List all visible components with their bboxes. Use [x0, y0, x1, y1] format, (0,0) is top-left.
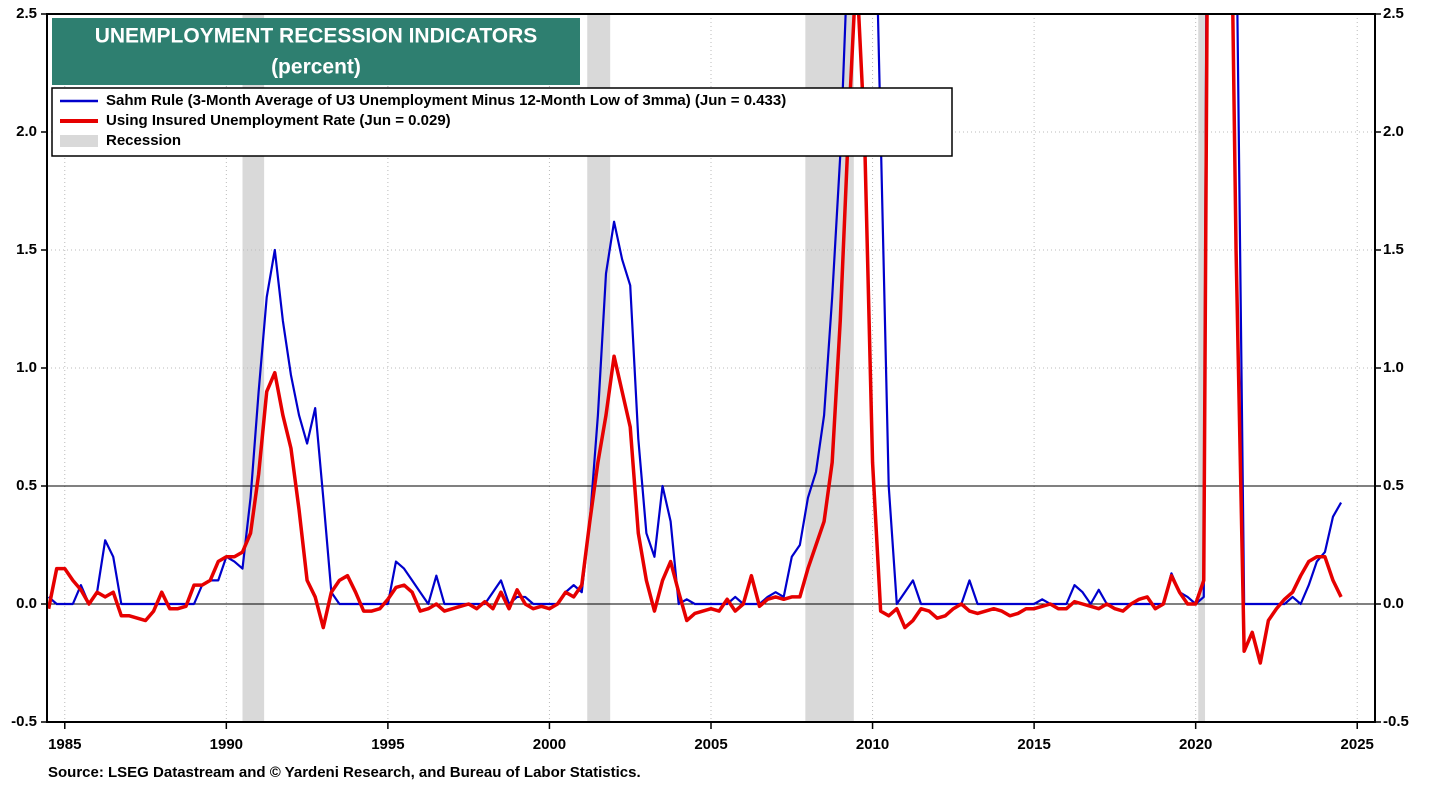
source-note: Source: LSEG Datastream and © Yardeni Re… — [48, 764, 641, 781]
y2-tick-label: -0.5 — [1383, 713, 1409, 730]
y-tick-label: 0.5 — [16, 477, 37, 494]
series-line — [47, 14, 1343, 606]
y-tick-label: 0.0 — [16, 595, 37, 612]
y-tick-label: 2.0 — [16, 123, 37, 140]
y2-tick-label: 2.0 — [1383, 123, 1404, 140]
x-tick-label: 2005 — [694, 736, 727, 753]
y2-tick-label: 0.5 — [1383, 477, 1404, 494]
x-tick-label: 1990 — [210, 736, 243, 753]
y2-tick-label: 1.5 — [1383, 241, 1404, 258]
recession-band — [587, 14, 611, 722]
legend-label: Using Insured Unemployment Rate (Jun = 0… — [106, 112, 451, 129]
recession-band — [242, 14, 265, 722]
recession-band — [1198, 14, 1206, 722]
y-tick-label: -0.5 — [11, 713, 37, 730]
chart-subtitle: (percent) — [271, 56, 361, 79]
legend-swatch — [60, 135, 98, 147]
y2-tick-label: 2.5 — [1383, 5, 1404, 22]
x-tick-label: 1995 — [371, 736, 404, 753]
x-tick-label: 2010 — [856, 736, 889, 753]
x-tick-label: 2020 — [1179, 736, 1212, 753]
legend-label: Sahm Rule (3-Month Average of U3 Unemplo… — [106, 92, 786, 109]
legend-label: Recession — [106, 132, 181, 149]
y-tick-label: 2.5 — [16, 5, 37, 22]
x-tick-label: 1985 — [48, 736, 81, 753]
x-tick-label: 2000 — [533, 736, 566, 753]
series-line — [47, 14, 1343, 665]
legend-box — [51, 87, 953, 157]
y-tick-label: 1.0 — [16, 359, 37, 376]
x-tick-label: 2015 — [1017, 736, 1050, 753]
y-tick-label: 1.5 — [16, 241, 37, 258]
x-tick-label: 2025 — [1341, 736, 1374, 753]
chart-title: UNEMPLOYMENT RECESSION INDICATORS — [95, 25, 538, 48]
y2-tick-label: 1.0 — [1383, 359, 1404, 376]
y2-tick-label: 0.0 — [1383, 595, 1404, 612]
title-box — [52, 18, 580, 85]
